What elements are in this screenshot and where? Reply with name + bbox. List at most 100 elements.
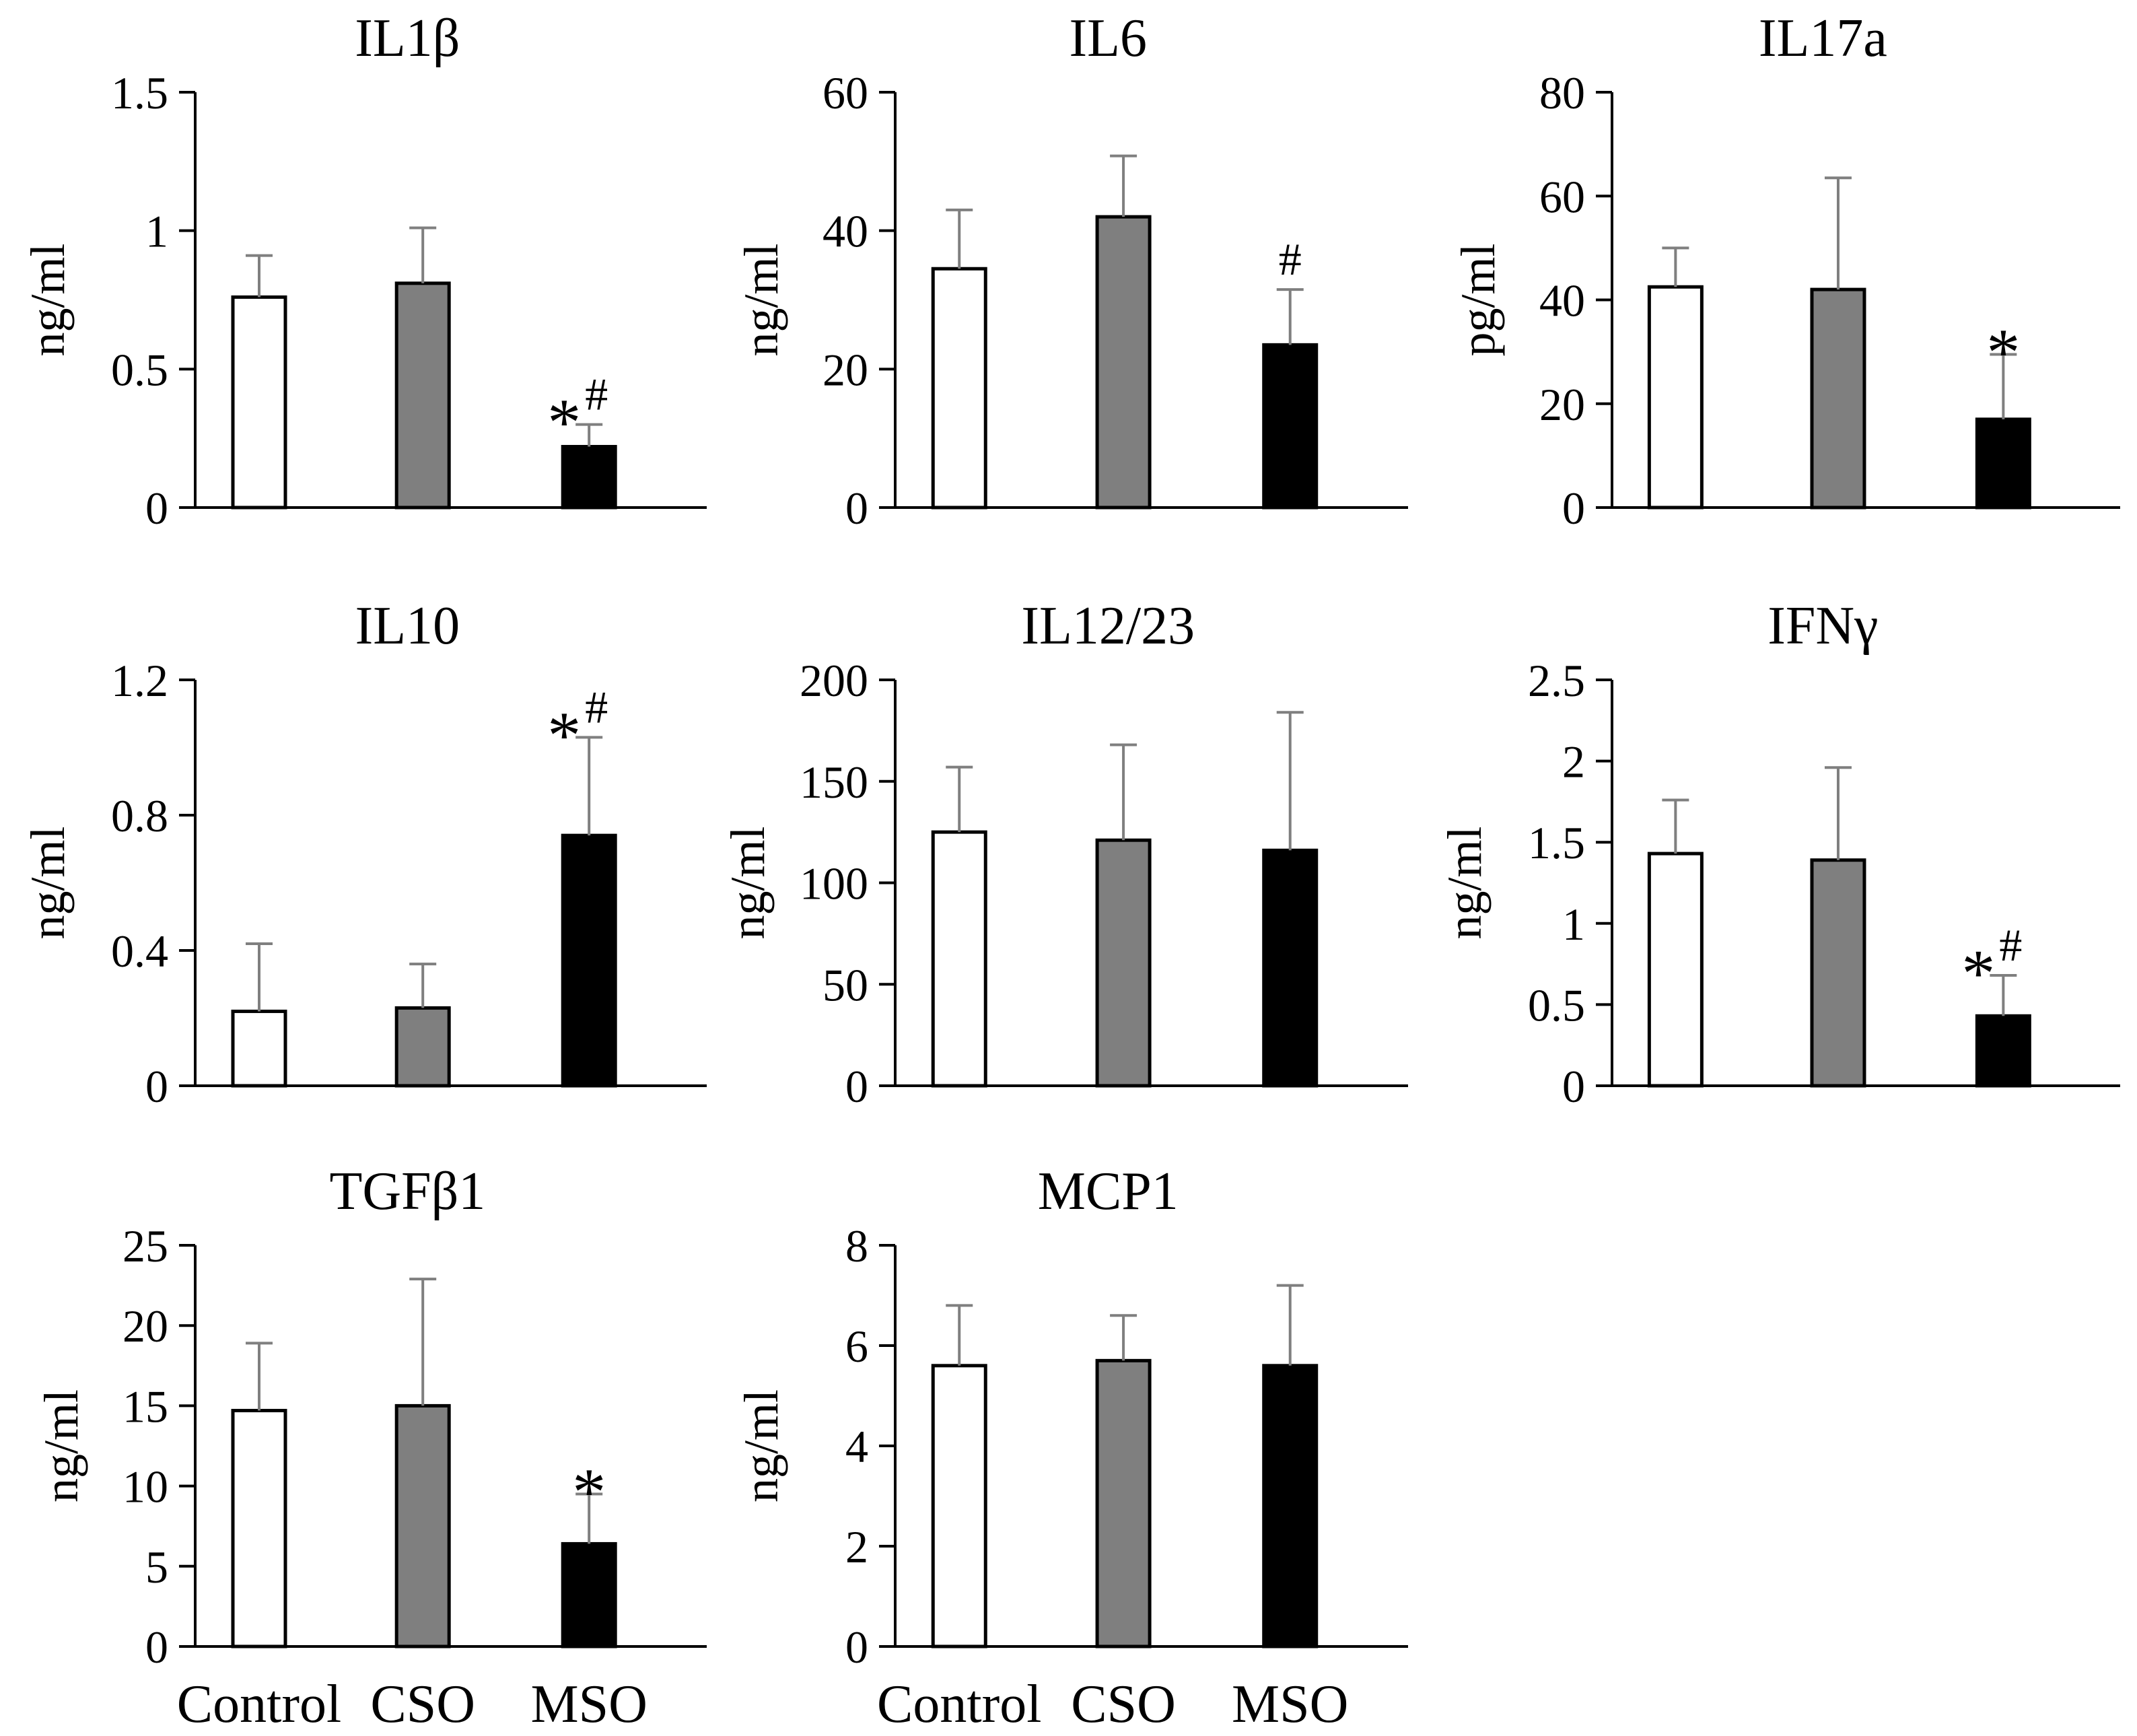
- panel-title: TGFβ1: [329, 1162, 485, 1221]
- bar-cso: [1095, 215, 1152, 510]
- panel-2: IL17a 0 20 40 60 80 pg/ml *: [1451, 9, 2120, 534]
- y-axis-label: pg/ml: [1451, 243, 1505, 356]
- panel-0: IL1β 0 0.5 1 1.5 ng/ml * #: [21, 9, 707, 534]
- bar-control: [1647, 285, 1704, 510]
- bar-cso: [394, 281, 451, 510]
- y-tick-label: 60: [1539, 171, 1585, 222]
- y-tick-label: 1.2: [111, 655, 168, 706]
- panel-title: IL1β: [355, 9, 460, 68]
- bar-cso: [1810, 858, 1866, 1088]
- y-tick-label: 15: [122, 1381, 168, 1432]
- y-tick-label: 10: [122, 1461, 168, 1513]
- y-tick-label: 8: [845, 1220, 868, 1272]
- bar-mso: [561, 833, 617, 1088]
- bar-mso: [1975, 417, 2031, 510]
- panel-7: MCP1 0 2 4 6 8 ng/ml Control CSO MSO: [734, 1162, 1408, 1734]
- bar-control: [231, 295, 287, 510]
- significance-star: *: [572, 1455, 606, 1529]
- bar-control: [231, 1009, 287, 1088]
- y-tick-label: 25: [122, 1220, 168, 1272]
- y-tick-label: 2: [1562, 736, 1585, 788]
- bar-cso: [1095, 838, 1152, 1088]
- y-tick-label: 0: [845, 1622, 868, 1673]
- y-tick-label: 200: [800, 655, 868, 706]
- panel-title: IL10: [355, 596, 460, 656]
- x-category-label: MSO: [1232, 1675, 1348, 1734]
- significance-star: *: [547, 697, 581, 772]
- y-tick-label: 2: [845, 1521, 868, 1572]
- bar-cso: [394, 1403, 451, 1648]
- y-tick-label: 5: [145, 1541, 168, 1593]
- panel-6: TGFβ1 0 5 10 15 20 25 ng/ml Control CSO MSO *: [34, 1162, 707, 1734]
- panel-4: IL12/23 0 50 100 150 200 ng/ml: [721, 596, 1408, 1112]
- panel-3: IL10 0 0.4 0.8 1.2 ng/ml * #: [21, 596, 707, 1112]
- y-tick-label: 20: [122, 1300, 168, 1352]
- y-tick-label: 100: [800, 858, 868, 909]
- y-tick-label: 0.4: [111, 926, 168, 977]
- y-tick-label: 0.8: [111, 790, 168, 841]
- x-category-label: CSO: [370, 1675, 475, 1734]
- x-category-label: Control: [177, 1675, 341, 1734]
- y-axis-label: ng/ml: [721, 826, 775, 939]
- bar-cso: [1095, 1358, 1152, 1648]
- panel-title: IL12/23: [1021, 596, 1195, 656]
- significance-hash: #: [1999, 919, 2022, 971]
- y-axis-label: ng/ml: [734, 1389, 788, 1502]
- bar-cso: [394, 1006, 451, 1088]
- significance-hash: #: [1279, 234, 1302, 285]
- y-tick-label: 0: [845, 1061, 868, 1112]
- bar-control: [1647, 852, 1704, 1088]
- bar-control: [931, 830, 987, 1088]
- y-tick-label: 40: [822, 206, 868, 257]
- y-tick-label: 6: [845, 1321, 868, 1372]
- y-tick-label: 0: [845, 483, 868, 534]
- bar-cso: [1810, 287, 1866, 510]
- y-axis-label: ng/ml: [21, 243, 75, 356]
- y-tick-label: 0: [1562, 1061, 1585, 1112]
- y-axis-label: ng/ml: [1438, 826, 1492, 939]
- y-tick-label: 0.5: [1528, 979, 1585, 1031]
- y-tick-label: 2.5: [1528, 655, 1585, 706]
- y-tick-label: 80: [1539, 67, 1585, 118]
- x-category-label: Control: [877, 1675, 1041, 1734]
- y-tick-label: 1.5: [1528, 817, 1585, 868]
- y-tick-label: 0: [145, 483, 168, 534]
- significance-star: *: [1986, 314, 2020, 389]
- y-tick-label: 1.5: [111, 67, 168, 118]
- y-axis-label: ng/ml: [21, 826, 75, 939]
- x-category-label: CSO: [1071, 1675, 1176, 1734]
- significance-star: *: [1961, 936, 1995, 1010]
- y-tick-label: 0: [1562, 483, 1585, 534]
- y-tick-label: 1: [145, 206, 168, 257]
- y-tick-label: 4: [845, 1421, 868, 1472]
- panel-1: IL6 0 20 40 60 ng/ml #: [734, 9, 1408, 534]
- panel-title: MCP1: [1038, 1162, 1179, 1221]
- x-category-label: MSO: [530, 1675, 647, 1734]
- bar-mso: [1262, 1364, 1319, 1648]
- y-axis-label: ng/ml: [34, 1389, 88, 1502]
- y-tick-label: 0: [145, 1061, 168, 1112]
- y-tick-label: 60: [822, 67, 868, 118]
- significance-star: *: [547, 385, 581, 460]
- y-tick-label: 20: [822, 344, 868, 395]
- panel-title: IFNγ: [1767, 596, 1878, 656]
- y-tick-label: 40: [1539, 275, 1585, 326]
- panel-title: IL6: [1069, 9, 1147, 68]
- bar-control: [931, 267, 987, 510]
- y-tick-label: 1: [1562, 899, 1585, 950]
- significance-hash: #: [585, 369, 608, 420]
- panel-5: IFNγ 0 0.5 1 1.5 2 2.5 ng/ml * #: [1438, 596, 2120, 1112]
- y-tick-label: 150: [800, 757, 868, 808]
- bar-mso: [1262, 343, 1319, 510]
- bar-mso: [1262, 848, 1319, 1088]
- y-tick-label: 50: [822, 959, 868, 1010]
- y-tick-label: 0: [145, 1622, 168, 1673]
- bar-control: [231, 1409, 287, 1648]
- y-tick-label: 0.5: [111, 344, 168, 395]
- bar-mso: [561, 1541, 617, 1648]
- y-tick-label: 20: [1539, 379, 1585, 430]
- bar-mso: [1975, 1014, 2031, 1088]
- bar-control: [931, 1364, 987, 1648]
- panel-title: IL17a: [1759, 9, 1887, 68]
